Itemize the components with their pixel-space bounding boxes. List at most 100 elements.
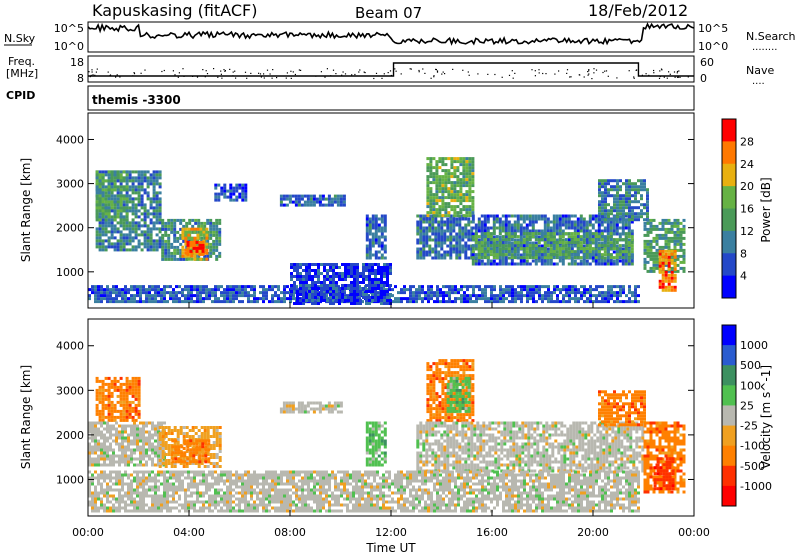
heatmap-cell (179, 221, 183, 225)
heatmap-cell (682, 218, 686, 222)
heatmap-cell (91, 448, 94, 452)
heatmap-cell (428, 223, 432, 227)
heatmap-cell (338, 278, 341, 281)
heatmap-cell (163, 294, 166, 298)
heatmap-cell (568, 300, 571, 304)
heatmap-cell (468, 157, 472, 161)
heatmap-cell (397, 291, 400, 295)
heatmap-cell (516, 250, 520, 254)
heatmap-cell (323, 296, 326, 299)
nave-dot (91, 69, 93, 71)
heatmap-cell (440, 229, 444, 233)
heatmap-cell (618, 220, 622, 224)
heatmap-cell (359, 293, 362, 296)
heatmap-cell (433, 294, 436, 298)
heatmap-cell (564, 223, 568, 227)
heatmap-cell (122, 197, 126, 201)
heatmap-cell (205, 230, 209, 234)
heatmap-cell (430, 294, 433, 298)
heatmap-cell (522, 214, 526, 218)
heatmap-cell (456, 190, 460, 194)
heatmap-cell (465, 184, 469, 188)
heatmap-cell (110, 394, 114, 398)
heatmap-cell (619, 212, 622, 216)
heatmap-cell (101, 233, 105, 237)
heatmap-cell (621, 250, 625, 254)
heatmap-cell (149, 203, 153, 207)
heatmap-cell (113, 209, 117, 213)
heatmap-cell (459, 190, 463, 194)
heatmap-cell (640, 209, 643, 213)
heatmap-cell (525, 244, 529, 248)
heatmap-cell (676, 233, 680, 237)
heatmap-cell (661, 261, 665, 265)
heatmap-cell (130, 430, 133, 434)
heatmap-cell (478, 297, 481, 301)
heatmap-cell (95, 197, 99, 201)
nave-dot (221, 77, 223, 79)
heatmap-cell (130, 457, 133, 461)
heatmap-cell (172, 294, 175, 298)
heatmap-cell (137, 385, 141, 389)
heatmap-cell (283, 291, 286, 295)
velocity-heatmap (88, 359, 686, 513)
heatmap-cell (549, 247, 553, 251)
heatmap-cell (377, 217, 381, 221)
heatmap-cell (155, 215, 159, 219)
heatmap-cell (95, 182, 99, 186)
heatmap-cell (98, 227, 102, 231)
heatmap-cell (579, 259, 583, 263)
cpid-label: CPID (6, 89, 35, 102)
heatmap-cell (134, 403, 138, 407)
heatmap-cell (142, 288, 145, 292)
heatmap-cell (597, 262, 601, 266)
heatmap-cell (371, 263, 374, 266)
heatmap-cell (356, 281, 359, 284)
heatmap-cell (574, 291, 577, 295)
heatmap-cell (582, 217, 586, 221)
heatmap-cell (98, 236, 102, 240)
heatmap-cell (661, 218, 665, 222)
heatmap-cell (573, 226, 577, 230)
heatmap-cell (555, 253, 559, 257)
heatmap-cell (439, 300, 442, 304)
heatmap-cell (323, 266, 326, 269)
heatmap-cell (513, 229, 517, 233)
heatmap-cell (522, 247, 526, 251)
heatmap-cell (107, 176, 111, 180)
heatmap-cell (448, 300, 451, 304)
heatmap-cell (607, 294, 610, 298)
heatmap-cell (88, 288, 91, 292)
heatmap-cell (152, 206, 156, 210)
heatmap-cell (658, 236, 662, 240)
heatmap-cell (458, 238, 462, 242)
heatmap-cell (612, 250, 616, 254)
heatmap-cell (504, 241, 508, 245)
heatmap-cell (432, 166, 436, 170)
heatmap-cell (110, 403, 114, 407)
heatmap-cell (247, 291, 250, 295)
heatmap-cell (262, 297, 265, 301)
heatmap-cell (91, 291, 94, 295)
heatmap-cell (146, 179, 150, 183)
heatmap-cell (468, 193, 472, 197)
heatmap-cell (429, 163, 433, 167)
heatmap-cell (664, 270, 668, 274)
power-colorbar-frame (721, 118, 737, 299)
heatmap-cell (344, 284, 347, 287)
heatmap-cell (318, 197, 322, 201)
heatmap-cell (652, 236, 656, 240)
heatmap-cell (312, 194, 316, 198)
heatmap-cell (356, 278, 359, 281)
heatmap-cell (331, 300, 334, 304)
heatmap-cell (116, 197, 120, 201)
heatmap-cell (365, 223, 369, 227)
date-title: 18/Feb/2012 (588, 1, 688, 20)
heatmap-cell (119, 179, 123, 183)
heatmap-cell (564, 253, 568, 257)
heatmap-cell (122, 400, 126, 404)
heatmap-cell (528, 223, 532, 227)
heatmap-cell (119, 382, 123, 386)
heatmap-cell (619, 215, 622, 219)
heatmap-cell (528, 247, 532, 251)
